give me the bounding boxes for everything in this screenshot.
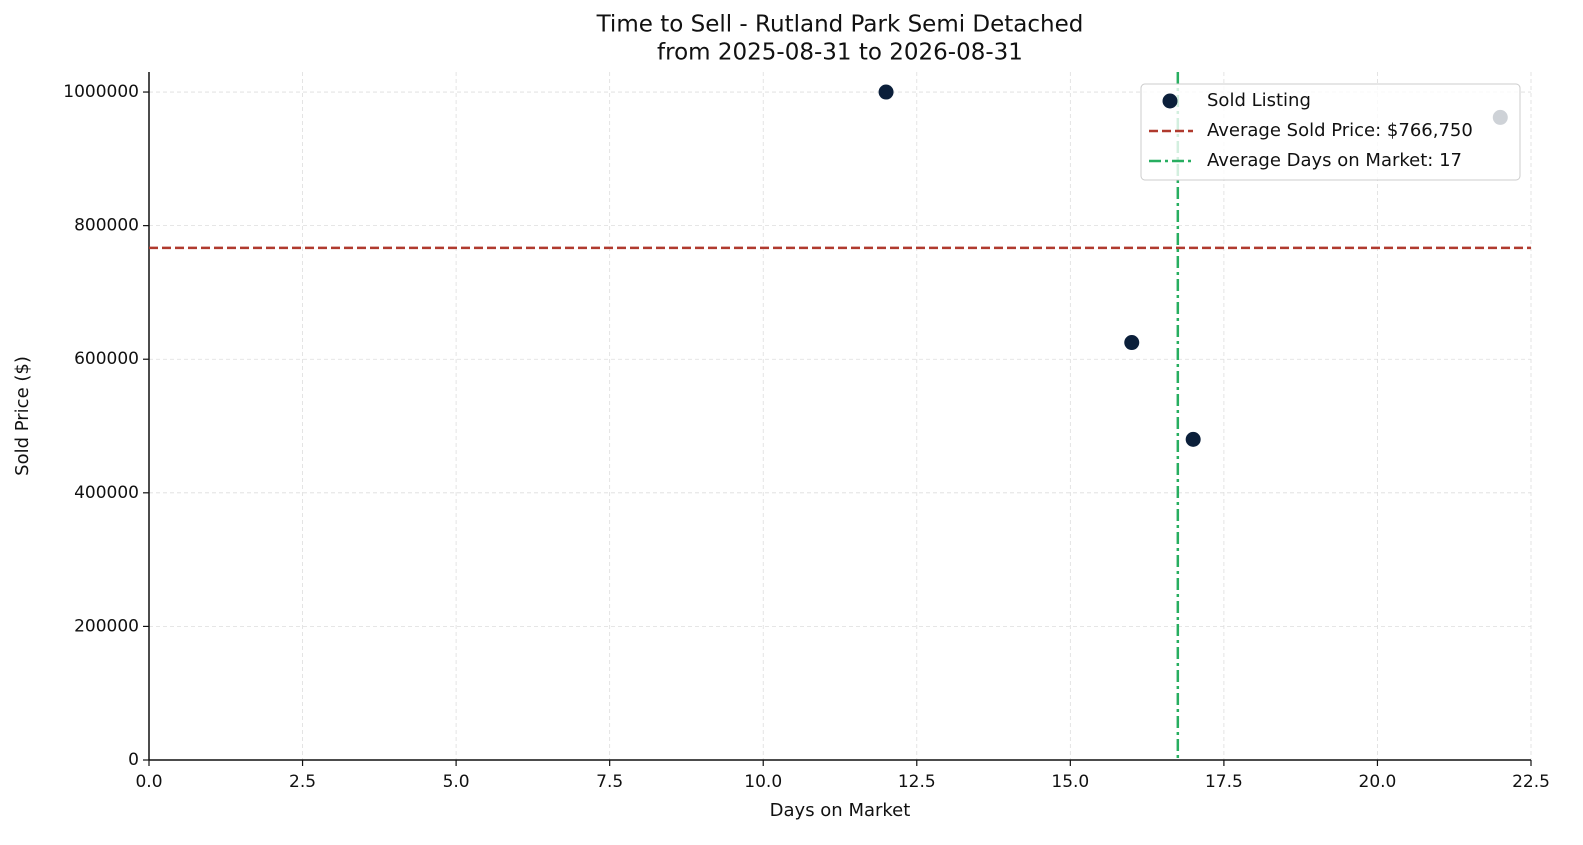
legend-marker: [1162, 93, 1178, 109]
legend-label: Average Days on Market: 17: [1207, 150, 1462, 171]
x-tick-label: 5.0: [443, 772, 470, 792]
point: [1185, 431, 1201, 447]
y-axis-label: Sold Price ($): [12, 356, 33, 476]
x-tick-label: 22.5: [1512, 772, 1550, 792]
x-tick-label: 17.5: [1205, 772, 1243, 792]
chart-subtitle: from 2025-08-31 to 2026-08-31: [657, 40, 1023, 66]
y-tick-label: 0: [128, 750, 139, 770]
legend-label: Average Sold Price: $766,750: [1207, 120, 1473, 141]
legend-label: Sold Listing: [1207, 90, 1311, 111]
chart-title: Time to Sell - Rutland Park Semi Detache…: [596, 12, 1084, 38]
x-tick-label: 12.5: [898, 772, 936, 792]
x-axis-label: Days on Market: [770, 800, 911, 821]
legend-box: [1140, 83, 1521, 181]
x-tick-label: 0.0: [135, 772, 162, 792]
x-tick-label: 10.0: [744, 772, 782, 792]
x-tick-label: 7.5: [596, 772, 623, 792]
y-tick-label: 600000: [74, 349, 139, 369]
x-tick-label: 15.0: [1051, 772, 1089, 792]
y-tick-label: 800000: [74, 216, 139, 236]
y-tick-label: 200000: [74, 616, 139, 636]
point: [878, 84, 894, 100]
y-tick-label: 400000: [74, 483, 139, 503]
y-tick-label: 1000000: [63, 82, 139, 102]
x-tick-label: 20.0: [1359, 772, 1397, 792]
x-tick-label: 2.5: [289, 772, 316, 792]
point: [1124, 335, 1140, 351]
